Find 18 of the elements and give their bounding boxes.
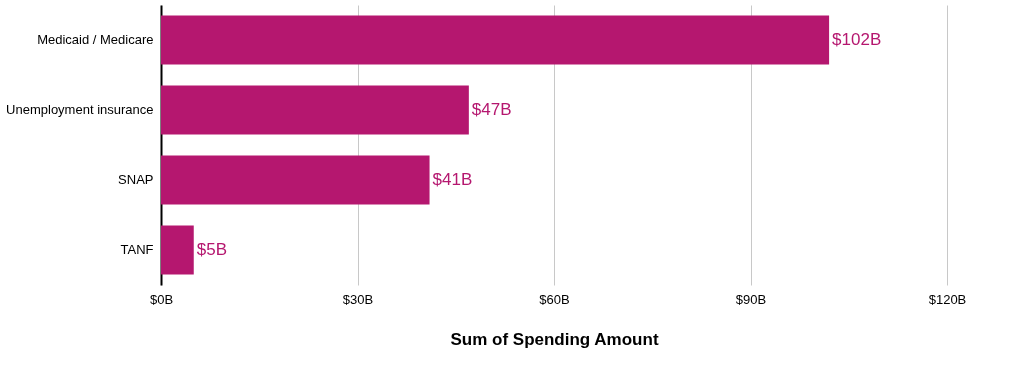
data-label: $102B	[832, 30, 882, 49]
bar	[161, 85, 469, 135]
data-label: $41B	[432, 170, 473, 189]
bar	[161, 225, 194, 275]
y-tick-label: SNAP	[118, 172, 154, 187]
x-axis-title: Sum of Spending Amount	[450, 329, 659, 349]
x-tick-label: $30B	[342, 291, 374, 307]
x-tick-label: $60B	[539, 291, 570, 307]
data-label: $47B	[471, 100, 512, 119]
bar	[161, 15, 830, 65]
x-tick-label: $0B	[149, 291, 174, 307]
data-label: $5B	[196, 240, 227, 259]
x-tick-label: $90B	[735, 291, 767, 307]
y-tick-label: Unemployment insurance	[6, 102, 154, 117]
x-tick-label: $120B	[928, 291, 967, 307]
y-tick-label: TANF	[120, 242, 154, 257]
y-tick-label: Medicaid / Medicare	[37, 32, 154, 47]
bar	[161, 155, 430, 205]
